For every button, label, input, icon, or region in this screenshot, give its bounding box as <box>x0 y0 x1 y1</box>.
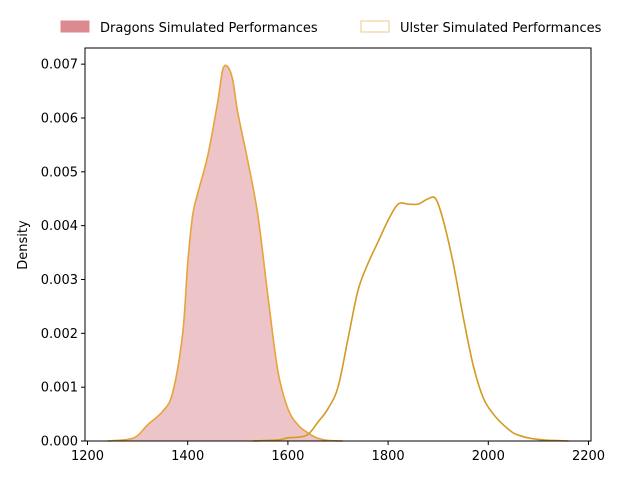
x-tick-label: 2200 <box>572 449 605 464</box>
series-layer <box>107 64 569 442</box>
plot-frame <box>84 47 592 442</box>
x-tick-label: 1400 <box>171 449 204 464</box>
x-tick-label: 1200 <box>71 449 104 464</box>
y-axis: 0.000 0.001 0.002 0.003 0.004 0.005 0.006 0.007 <box>41 58 85 450</box>
legend-label-ulster: Ulster Simulated Performances <box>400 21 602 36</box>
series-line-0 <box>107 64 344 442</box>
series-area-0 <box>107 65 344 441</box>
y-tick-label: 0.000 <box>41 435 78 450</box>
series-line-1 <box>252 196 569 442</box>
x-tick-label: 1600 <box>271 449 304 464</box>
x-tick-label: 2000 <box>472 449 505 464</box>
y-tick-label: 0.004 <box>41 219 78 234</box>
y-axis-label: Density <box>16 220 31 270</box>
y-tick-label: 0.001 <box>41 381 78 396</box>
x-axis: 1200 1400 1600 1800 2000 2200 <box>71 441 605 464</box>
y-tick-label: 0.006 <box>41 111 78 126</box>
y-tick-label: 0.005 <box>41 165 78 180</box>
legend-label-dragons: Dragons Simulated Performances <box>100 21 318 36</box>
y-tick-label: 0.007 <box>41 58 78 73</box>
y-tick-label: 0.002 <box>41 327 78 342</box>
legend: Dragons Simulated Performances Ulster Si… <box>60 20 602 36</box>
legend-swatch-ulster <box>360 20 390 33</box>
y-tick-label: 0.003 <box>41 273 78 288</box>
legend-swatch-dragons <box>60 20 90 33</box>
x-tick-label: 1800 <box>372 449 405 464</box>
